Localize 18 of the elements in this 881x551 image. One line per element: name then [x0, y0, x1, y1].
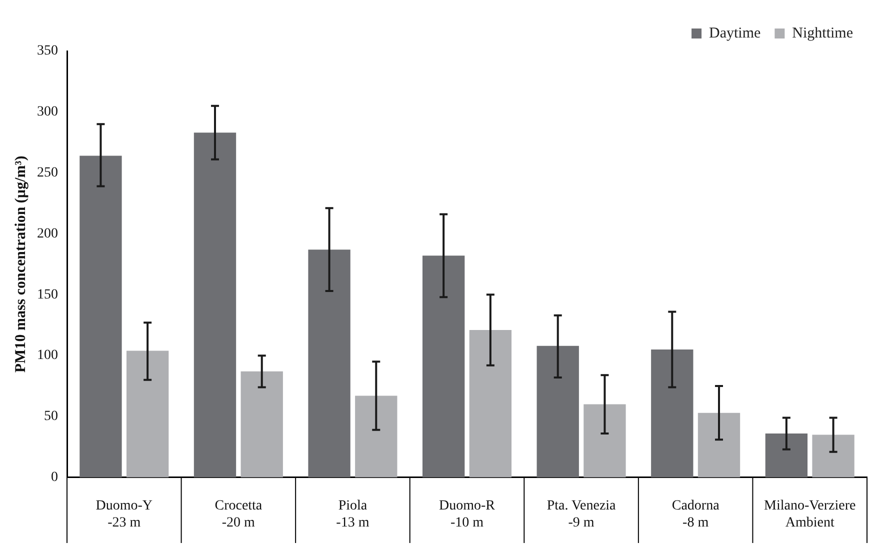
y-axis-title: PM10 mass concentration (µg/m³) — [12, 156, 29, 373]
legend-label: Daytime — [709, 25, 762, 42]
y-tick-label: 250 — [37, 166, 58, 180]
legend-label: Nighttime — [792, 25, 854, 42]
y-tick-label: 100 — [37, 348, 58, 364]
x-tick-label: Piola -13 m — [336, 498, 370, 530]
x-tick-label: Duomo-Y -23 m — [96, 498, 153, 530]
x-tick-label: Milano-Verziere Ambient — [764, 498, 856, 530]
y-tick-label: 200 — [37, 226, 58, 242]
y-tick-label: 0 — [51, 470, 58, 486]
x-tick-label: Crocetta -20 m — [214, 498, 263, 530]
y-tick-label: 300 — [37, 104, 58, 120]
y-tick-label: 350 — [37, 44, 58, 59]
y-tick-label: 50 — [44, 409, 58, 424]
x-tick-label: Pta. Venezia -9 m — [546, 498, 617, 530]
y-tick-label: 150 — [37, 287, 58, 302]
x-tick-label: Duomo-R -10 m — [439, 498, 496, 530]
x-tick-label: Cadorna -8 m — [672, 498, 720, 530]
